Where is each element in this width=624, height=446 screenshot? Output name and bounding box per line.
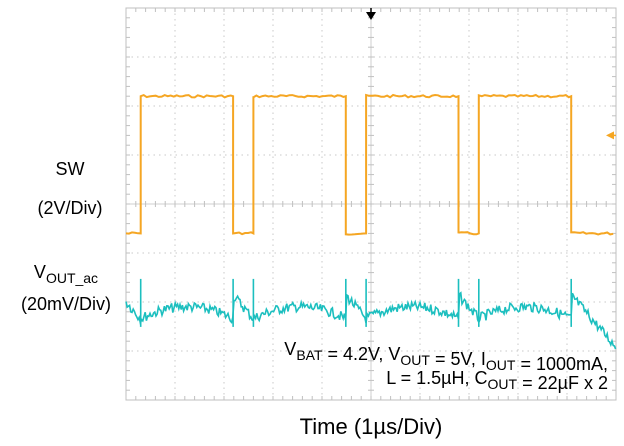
sw-trace — [125, 93, 614, 236]
trigger-arrow-icon — [366, 12, 376, 20]
test-conditions-line1: VBAT = 4.2V, VOUT = 5V, IOUT = 1000mA, — [284, 339, 608, 374]
sw-scale-label: (2V/Div) — [37, 198, 102, 218]
vout-label-sub: OUT_ac — [46, 270, 98, 286]
vout-scale-label: (20mV/Div) — [21, 294, 111, 314]
grid — [125, 7, 617, 401]
traces — [125, 93, 617, 350]
sw-channel-label: SW — [56, 159, 85, 179]
x-axis-label: Time (1µs/Div) — [300, 414, 443, 439]
test-conditions-line2: L = 1.5µH, COUT = 22µF x 2 — [386, 368, 608, 393]
vout-trace — [125, 291, 617, 350]
vout-label-main: V — [34, 262, 46, 282]
markers — [366, 8, 616, 140]
vout-channel-label: VOUT_ac — [34, 262, 98, 286]
